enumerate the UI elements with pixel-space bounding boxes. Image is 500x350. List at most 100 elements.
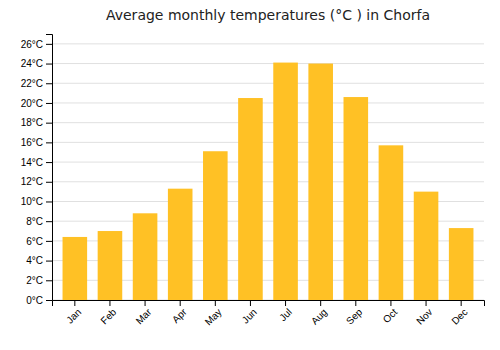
bar: [344, 97, 369, 300]
axis-line: [46, 35, 53, 301]
tick-label: 0°C: [26, 295, 43, 306]
tick-label: 16°C: [21, 137, 43, 148]
tick: 12°C: [21, 176, 52, 187]
tick-mark: [426, 300, 427, 306]
tick-label: 18°C: [21, 117, 43, 128]
tick-mark: [46, 300, 52, 301]
tick: 8°C: [26, 216, 52, 227]
bar: [133, 213, 158, 300]
tick-label: Dec: [449, 306, 469, 326]
tick: Oct: [381, 300, 400, 325]
tick: 10°C: [21, 196, 52, 207]
bar: [273, 63, 298, 300]
tick-label: 12°C: [21, 176, 43, 187]
tick-mark: [46, 261, 52, 262]
tick-mark: [355, 300, 356, 306]
tick-label: Mar: [134, 306, 154, 326]
tick-label: Sep: [344, 306, 365, 327]
bar: [379, 145, 404, 300]
bar: [414, 192, 439, 300]
grid-line: [52, 83, 484, 84]
tick: Sep: [344, 300, 365, 327]
tick-label: 10°C: [21, 196, 43, 207]
grid-line: [52, 162, 484, 163]
tick-mark: [46, 44, 52, 45]
tick-label: Feb: [98, 306, 118, 326]
tick-mark: [46, 103, 52, 104]
tick-mark: [46, 162, 52, 163]
tick-mark: [46, 221, 52, 222]
tick-label: 6°C: [26, 236, 43, 247]
tick-mark: [285, 300, 286, 306]
tick: May: [203, 300, 224, 328]
tick-mark: [74, 300, 75, 306]
tick-mark: [461, 300, 462, 306]
tick-mark: [250, 300, 251, 306]
tick: Feb: [98, 300, 118, 326]
plot-area: 0°C 2°C 4°C 6°C 8°C 10°C 12°C 14°C 16°C 18°C 20°C 2…: [21, 35, 485, 328]
axis-line: [53, 301, 485, 307]
grid-line: [52, 122, 484, 123]
tick-mark: [46, 201, 52, 202]
bar: [238, 98, 263, 300]
tick: 24°C: [21, 58, 52, 69]
tick: Jun: [240, 300, 259, 326]
tick: 26°C: [21, 39, 52, 50]
tick-mark: [145, 300, 146, 306]
tick: Mar: [134, 300, 154, 326]
grid: [52, 44, 484, 300]
tick-label: Apr: [170, 306, 189, 325]
tick: 16°C: [21, 137, 52, 148]
tick: Apr: [170, 300, 189, 325]
grid-line: [52, 63, 484, 64]
bar: [98, 231, 123, 300]
grid-line: [52, 142, 484, 143]
tick: 18°C: [21, 117, 52, 128]
tick-label: Jan: [64, 306, 83, 325]
grid-line: [52, 181, 484, 182]
tick-label: 22°C: [21, 78, 43, 89]
tick: 22°C: [21, 78, 52, 89]
tick-label: 26°C: [21, 39, 43, 50]
bar: [203, 151, 228, 300]
tick: 4°C: [26, 255, 52, 266]
tick-label: 8°C: [26, 216, 43, 227]
tick-label: Oct: [381, 306, 400, 325]
tick-mark: [46, 83, 52, 84]
tick: Aug: [309, 300, 329, 327]
tick-label: 14°C: [21, 157, 43, 168]
tick-mark: [390, 300, 391, 306]
tick: Dec: [449, 300, 469, 327]
tick-mark: [46, 142, 52, 143]
tick: 0°C: [26, 295, 52, 306]
tick-label: 20°C: [21, 98, 43, 109]
tick: 20°C: [21, 98, 52, 109]
tick-label: May: [203, 306, 224, 327]
y-axis: 0°C 2°C 4°C 6°C 8°C 10°C 12°C 14°C 16°C 18°C 20°C 2…: [21, 35, 53, 306]
chart: 0°C 2°C 4°C 6°C 8°C 10°C 12°C 14°C 16°C 18°C 20°C 2…: [0, 0, 500, 350]
tick-mark: [46, 182, 52, 183]
tick-label: Jun: [240, 306, 259, 325]
tick-mark: [46, 123, 52, 124]
tick-mark: [46, 241, 52, 242]
tick: Jul: [277, 300, 294, 323]
bars: [63, 63, 474, 300]
tick-label: Jul: [277, 306, 294, 323]
bar: [63, 237, 88, 300]
bar: [449, 228, 474, 300]
tick-mark: [46, 64, 52, 65]
tick-label: 2°C: [26, 275, 43, 286]
x-axis: Jan Feb Mar Apr May Jun Jul Aug Sep Oct Nov Dec: [53, 300, 485, 328]
tick-label: Aug: [309, 306, 329, 326]
tick-mark: [46, 280, 52, 281]
tick: Jan: [64, 300, 83, 326]
tick-mark: [215, 300, 216, 306]
tick-label: 24°C: [21, 58, 43, 69]
tick: 6°C: [26, 236, 52, 247]
tick-mark: [180, 300, 181, 306]
tick-mark: [109, 300, 110, 306]
tick-label: Nov: [414, 306, 434, 326]
tick-label: 4°C: [26, 255, 43, 266]
tick: Nov: [414, 300, 434, 327]
tick-mark: [320, 300, 321, 306]
